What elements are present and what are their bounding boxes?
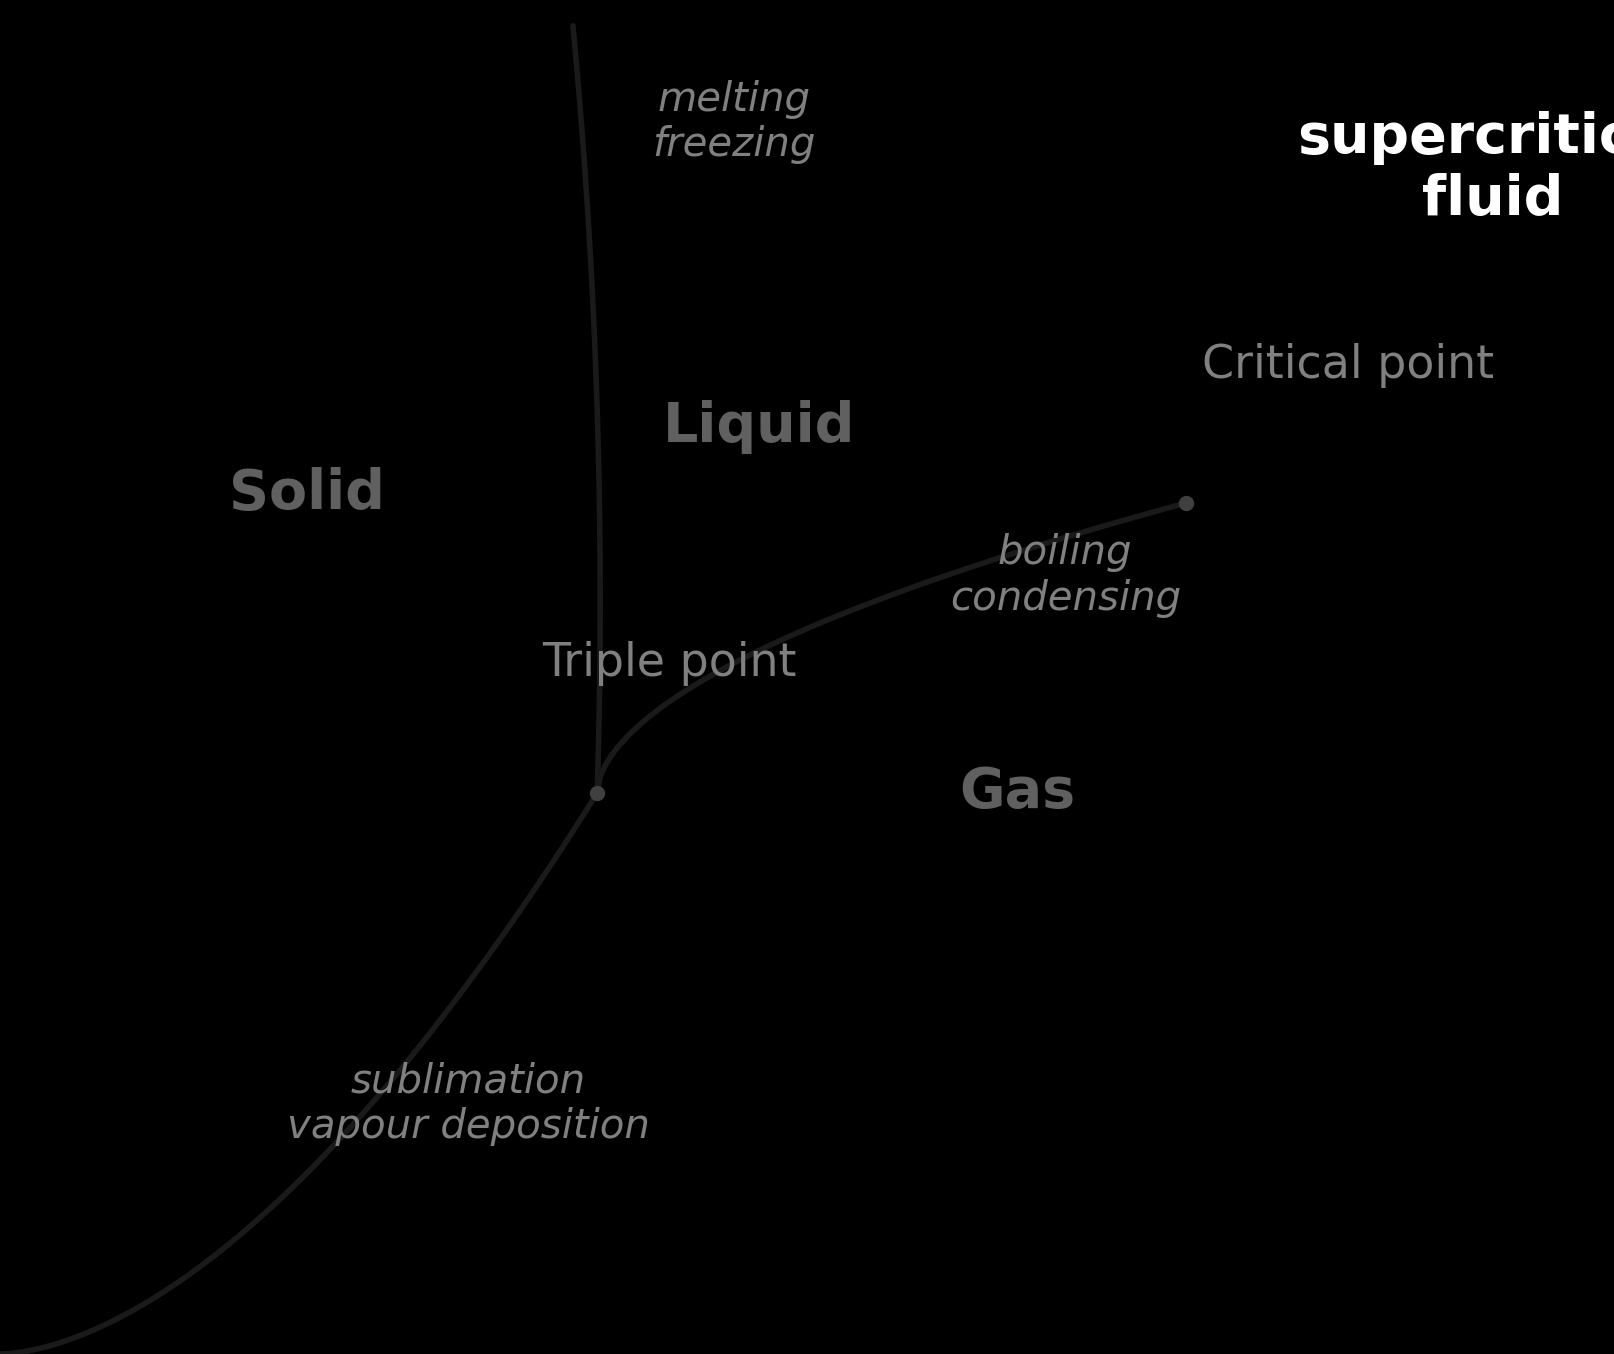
- Text: supercritical
fluid: supercritical fluid: [1298, 111, 1614, 227]
- Text: Solid: Solid: [229, 467, 384, 521]
- Text: Critical point: Critical point: [1202, 343, 1493, 389]
- Text: Liquid: Liquid: [662, 399, 855, 454]
- Text: Gas: Gas: [959, 765, 1075, 819]
- Text: Triple point: Triple point: [542, 640, 797, 686]
- Text: sublimation
vapour deposition: sublimation vapour deposition: [287, 1062, 649, 1145]
- Text: melting
freezing: melting freezing: [652, 80, 817, 164]
- Text: boiling
condensing: boiling condensing: [949, 533, 1181, 617]
